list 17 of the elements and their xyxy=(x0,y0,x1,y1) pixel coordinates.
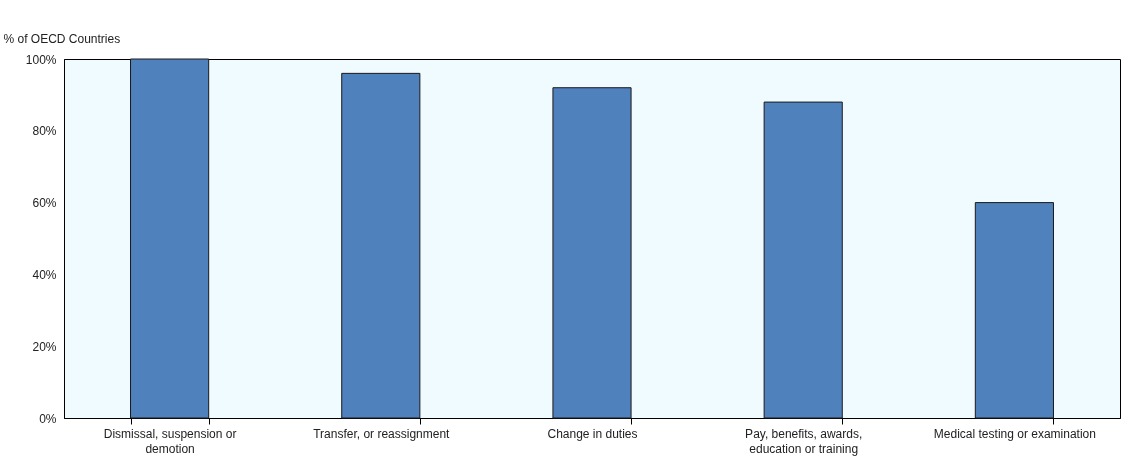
y-tick-label: 60% xyxy=(32,196,57,211)
y-tick-label: 20% xyxy=(32,339,57,354)
x-tick-label: Change in duties xyxy=(547,426,638,441)
x-tick-label: Transfer, or reassignment xyxy=(313,426,451,441)
y-tick-label: 40% xyxy=(32,267,57,282)
y-tick-label: 80% xyxy=(32,124,57,139)
x-tick-label: Dismissal, suspension or demotion xyxy=(103,426,237,456)
y-tick-label: 100% xyxy=(25,52,57,67)
bar xyxy=(130,58,210,419)
bar xyxy=(552,87,632,419)
bar xyxy=(763,101,843,419)
x-tick-label: Medical testing or examination xyxy=(933,426,1096,441)
y-axis-title: % of OECD Countries xyxy=(3,31,121,46)
y-tick-label: 0% xyxy=(39,411,57,426)
x-tick-label: Pay, benefits, awards, education or training xyxy=(745,426,863,456)
bar xyxy=(974,202,1054,419)
bar xyxy=(341,72,421,419)
